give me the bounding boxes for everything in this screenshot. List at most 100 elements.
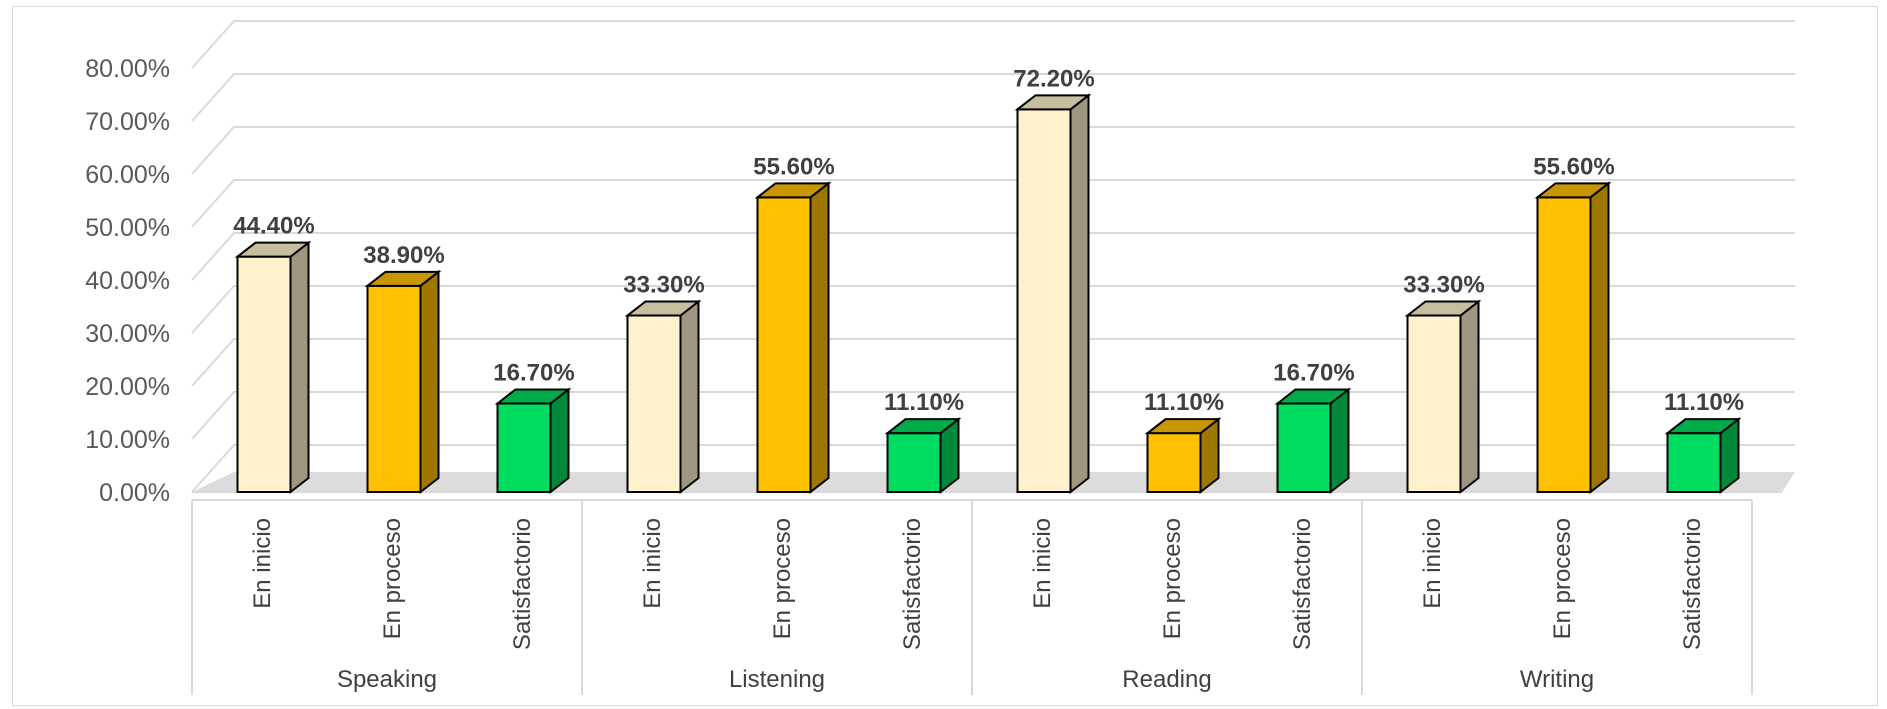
bar-front <box>1406 314 1462 494</box>
y-tick-label: 30.00% <box>85 320 170 348</box>
bar <box>1014 93 1092 495</box>
y-tick-label: 70.00% <box>85 108 170 136</box>
bar <box>364 269 442 495</box>
bar-side <box>419 269 440 495</box>
bar-side <box>289 240 310 495</box>
data-label: 55.60% <box>1533 153 1614 180</box>
floor-shadow <box>192 472 1795 492</box>
gridline <box>191 73 1795 122</box>
bar-top <box>1664 418 1742 435</box>
bar-side <box>1459 299 1480 495</box>
bar-top <box>1274 388 1352 405</box>
bar-front <box>886 432 942 494</box>
bar <box>1274 387 1352 495</box>
chart-floor <box>192 472 1795 493</box>
bar-front <box>496 402 552 493</box>
data-label: 38.90% <box>363 242 444 269</box>
bar <box>1664 417 1742 495</box>
y-tick-label: 0.00% <box>99 479 170 507</box>
category-label: Satisfactorio <box>899 518 926 650</box>
data-label: 11.10% <box>1144 389 1224 416</box>
bar-top <box>884 418 962 435</box>
gridline <box>191 285 1795 334</box>
gridline <box>191 179 1795 228</box>
bar-side <box>1069 93 1090 495</box>
bar-front <box>1016 108 1072 493</box>
y-tick-label: 10.00% <box>85 426 170 454</box>
group-label: Reading <box>1122 666 1211 693</box>
data-label: 16.70% <box>1273 359 1354 386</box>
y-tick-label: 80.00% <box>85 55 170 83</box>
data-label: 16.70% <box>493 359 574 386</box>
chart-border <box>12 6 1878 706</box>
data-label: 11.10% <box>884 389 964 416</box>
gridline <box>191 232 1795 281</box>
bar-front <box>236 255 292 493</box>
gridline <box>191 20 1795 69</box>
category-label: Satisfactorio <box>1289 518 1316 650</box>
bar <box>494 387 572 495</box>
bar-top <box>1014 94 1092 111</box>
category-label: Satisfactorio <box>1679 518 1706 650</box>
group-label: Listening <box>729 666 825 693</box>
gridline <box>191 338 1795 387</box>
y-tick-label: 60.00% <box>85 161 170 189</box>
bar-side <box>1589 181 1610 495</box>
data-label: 33.30% <box>623 272 704 299</box>
bars <box>234 93 1742 495</box>
bar <box>624 299 702 495</box>
bar-top <box>364 270 442 287</box>
bar-front <box>1536 196 1592 493</box>
y-axis-ticks: 0.00% 10.00% 20.00% 30.00% 40.00% 50.00% 60.00… <box>85 55 170 507</box>
bar-top <box>494 388 572 405</box>
gridlines <box>191 20 1795 493</box>
bar-side <box>679 299 700 495</box>
bar-top <box>754 182 832 199</box>
bar <box>884 417 962 495</box>
data-label: 55.60% <box>753 153 834 180</box>
category-label: En inicio <box>639 518 666 609</box>
data-label: 33.30% <box>1403 272 1484 299</box>
bar-top <box>1404 300 1482 317</box>
bar-side <box>549 387 570 495</box>
category-label: En inicio <box>1419 518 1446 609</box>
category-label: Satisfactorio <box>509 518 536 650</box>
category-label: En proceso <box>1159 518 1186 639</box>
bar-top <box>624 300 702 317</box>
bar-front <box>1276 402 1332 493</box>
category-label: En proceso <box>379 518 406 639</box>
category-label: En inicio <box>1029 518 1056 609</box>
bar-front <box>1666 432 1722 494</box>
bar-top <box>1534 182 1612 199</box>
bar <box>234 240 312 495</box>
bar-front <box>366 284 422 493</box>
y-tick-label: 50.00% <box>85 214 170 242</box>
category-label: En inicio <box>249 518 276 609</box>
bar <box>1404 299 1482 495</box>
bar-side <box>1329 387 1350 495</box>
x-axis: Speaking En inicio En proceso Satisfactorio… <box>191 499 1753 695</box>
data-label: 11.10% <box>1664 389 1744 416</box>
gridline <box>191 126 1795 175</box>
bar-top <box>234 241 312 258</box>
category-label: En proceso <box>769 518 796 639</box>
bar-side <box>809 181 830 495</box>
category-label: En proceso <box>1549 518 1576 639</box>
data-label: 72.20% <box>1013 65 1094 92</box>
y-tick-label: 40.00% <box>85 267 170 295</box>
bar <box>1534 181 1612 495</box>
gridline <box>191 444 1795 493</box>
y-tick-label: 20.00% <box>85 373 170 401</box>
group-label: Writing <box>1520 666 1594 693</box>
gridline <box>191 391 1795 440</box>
bar <box>754 181 832 495</box>
group-label: Speaking <box>337 666 437 693</box>
bar-front <box>756 196 812 493</box>
bar <box>1144 417 1222 495</box>
bar-front <box>1146 432 1202 494</box>
bar-front <box>626 314 682 494</box>
bar-top <box>1144 418 1222 435</box>
data-label: 44.40% <box>233 213 314 240</box>
